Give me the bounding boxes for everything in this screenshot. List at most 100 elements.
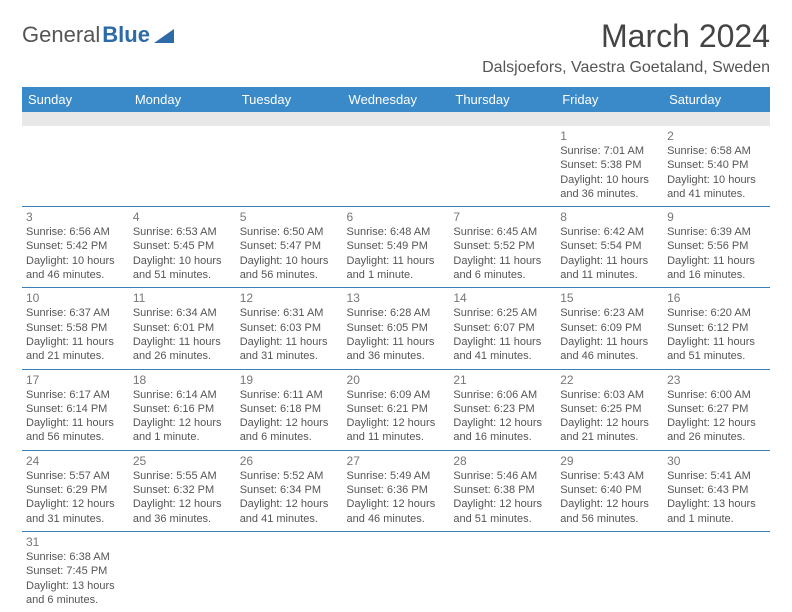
day-number: 14 <box>453 291 552 305</box>
day-info: Sunrise: 6:53 AMSunset: 5:45 PMDaylight:… <box>133 225 232 282</box>
day-number: 10 <box>26 291 125 305</box>
day-info: Sunrise: 6:50 AMSunset: 5:47 PMDaylight:… <box>240 225 339 282</box>
calendar-day: 2Sunrise: 6:58 AMSunset: 5:40 PMDaylight… <box>663 126 770 207</box>
calendar-day: 20Sunrise: 6:09 AMSunset: 6:21 PMDayligh… <box>343 369 450 450</box>
day-info: Sunrise: 5:49 AMSunset: 6:36 PMDaylight:… <box>347 469 446 526</box>
empty-day <box>236 126 343 207</box>
day-number: 4 <box>133 210 232 224</box>
flag-icon <box>154 27 174 43</box>
day-number: 23 <box>667 373 766 387</box>
calendar-day: 13Sunrise: 6:28 AMSunset: 6:05 PMDayligh… <box>343 288 450 369</box>
day-number: 2 <box>667 129 766 143</box>
day-number: 7 <box>453 210 552 224</box>
weekday-header-row: SundayMondayTuesdayWednesdayThursdayFrid… <box>22 87 770 112</box>
calendar-day: 19Sunrise: 6:11 AMSunset: 6:18 PMDayligh… <box>236 369 343 450</box>
header: GeneralBlue March 2024 Dalsjoefors, Vaes… <box>22 18 770 77</box>
calendar-day: 16Sunrise: 6:20 AMSunset: 6:12 PMDayligh… <box>663 288 770 369</box>
empty-day <box>129 126 236 207</box>
calendar-week: 3Sunrise: 6:56 AMSunset: 5:42 PMDaylight… <box>22 207 770 288</box>
day-info: Sunrise: 7:01 AMSunset: 5:38 PMDaylight:… <box>560 144 659 201</box>
day-number: 16 <box>667 291 766 305</box>
day-info: Sunrise: 6:45 AMSunset: 5:52 PMDaylight:… <box>453 225 552 282</box>
day-number: 1 <box>560 129 659 143</box>
day-info: Sunrise: 6:34 AMSunset: 6:01 PMDaylight:… <box>133 306 232 363</box>
day-info: Sunrise: 6:00 AMSunset: 6:27 PMDaylight:… <box>667 388 766 445</box>
logo-text-general: General <box>22 22 100 48</box>
calendar-day: 29Sunrise: 5:43 AMSunset: 6:40 PMDayligh… <box>556 450 663 531</box>
calendar-day: 12Sunrise: 6:31 AMSunset: 6:03 PMDayligh… <box>236 288 343 369</box>
calendar-day: 14Sunrise: 6:25 AMSunset: 6:07 PMDayligh… <box>449 288 556 369</box>
calendar-day: 31Sunrise: 6:38 AMSunset: 7:45 PMDayligh… <box>22 531 129 612</box>
calendar-day: 15Sunrise: 6:23 AMSunset: 6:09 PMDayligh… <box>556 288 663 369</box>
day-info: Sunrise: 6:31 AMSunset: 6:03 PMDaylight:… <box>240 306 339 363</box>
calendar-day: 24Sunrise: 5:57 AMSunset: 6:29 PMDayligh… <box>22 450 129 531</box>
weekday-header: Sunday <box>22 87 129 112</box>
calendar-day: 22Sunrise: 6:03 AMSunset: 6:25 PMDayligh… <box>556 369 663 450</box>
empty-day <box>663 531 770 612</box>
day-number: 13 <box>347 291 446 305</box>
day-number: 8 <box>560 210 659 224</box>
location: Dalsjoefors, Vaestra Goetaland, Sweden <box>482 59 770 77</box>
day-number: 27 <box>347 454 446 468</box>
empty-day <box>449 531 556 612</box>
weekday-header: Friday <box>556 87 663 112</box>
calendar-day: 7Sunrise: 6:45 AMSunset: 5:52 PMDaylight… <box>449 207 556 288</box>
day-number: 5 <box>240 210 339 224</box>
empty-day <box>236 531 343 612</box>
calendar-week: 24Sunrise: 5:57 AMSunset: 6:29 PMDayligh… <box>22 450 770 531</box>
day-info: Sunrise: 6:23 AMSunset: 6:09 PMDaylight:… <box>560 306 659 363</box>
day-number: 19 <box>240 373 339 387</box>
day-info: Sunrise: 6:03 AMSunset: 6:25 PMDaylight:… <box>560 388 659 445</box>
logo: GeneralBlue <box>22 22 174 48</box>
day-info: Sunrise: 6:20 AMSunset: 6:12 PMDaylight:… <box>667 306 766 363</box>
calendar-day: 25Sunrise: 5:55 AMSunset: 6:32 PMDayligh… <box>129 450 236 531</box>
calendar-day: 9Sunrise: 6:39 AMSunset: 5:56 PMDaylight… <box>663 207 770 288</box>
calendar-day: 5Sunrise: 6:50 AMSunset: 5:47 PMDaylight… <box>236 207 343 288</box>
day-info: Sunrise: 6:39 AMSunset: 5:56 PMDaylight:… <box>667 225 766 282</box>
day-number: 12 <box>240 291 339 305</box>
day-number: 15 <box>560 291 659 305</box>
calendar-day: 17Sunrise: 6:17 AMSunset: 6:14 PMDayligh… <box>22 369 129 450</box>
calendar-week: 1Sunrise: 7:01 AMSunset: 5:38 PMDaylight… <box>22 126 770 207</box>
day-number: 25 <box>133 454 232 468</box>
weekday-header: Monday <box>129 87 236 112</box>
weekday-header: Wednesday <box>343 87 450 112</box>
calendar-week: 10Sunrise: 6:37 AMSunset: 5:58 PMDayligh… <box>22 288 770 369</box>
day-number: 26 <box>240 454 339 468</box>
calendar-day: 18Sunrise: 6:14 AMSunset: 6:16 PMDayligh… <box>129 369 236 450</box>
day-number: 6 <box>347 210 446 224</box>
day-number: 24 <box>26 454 125 468</box>
day-info: Sunrise: 6:11 AMSunset: 6:18 PMDaylight:… <box>240 388 339 445</box>
calendar-day: 26Sunrise: 5:52 AMSunset: 6:34 PMDayligh… <box>236 450 343 531</box>
calendar-day: 10Sunrise: 6:37 AMSunset: 5:58 PMDayligh… <box>22 288 129 369</box>
day-number: 28 <box>453 454 552 468</box>
empty-day <box>343 126 450 207</box>
day-info: Sunrise: 6:09 AMSunset: 6:21 PMDaylight:… <box>347 388 446 445</box>
empty-day <box>343 531 450 612</box>
calendar-day: 27Sunrise: 5:49 AMSunset: 6:36 PMDayligh… <box>343 450 450 531</box>
day-info: Sunrise: 5:41 AMSunset: 6:43 PMDaylight:… <box>667 469 766 526</box>
day-number: 9 <box>667 210 766 224</box>
calendar-day: 11Sunrise: 6:34 AMSunset: 6:01 PMDayligh… <box>129 288 236 369</box>
spacer-row <box>22 112 770 126</box>
empty-day <box>556 531 663 612</box>
calendar-day: 3Sunrise: 6:56 AMSunset: 5:42 PMDaylight… <box>22 207 129 288</box>
day-number: 29 <box>560 454 659 468</box>
day-info: Sunrise: 5:43 AMSunset: 6:40 PMDaylight:… <box>560 469 659 526</box>
day-info: Sunrise: 6:28 AMSunset: 6:05 PMDaylight:… <box>347 306 446 363</box>
day-number: 11 <box>133 291 232 305</box>
weekday-header: Thursday <box>449 87 556 112</box>
day-number: 22 <box>560 373 659 387</box>
day-number: 31 <box>26 535 125 549</box>
calendar-day: 1Sunrise: 7:01 AMSunset: 5:38 PMDaylight… <box>556 126 663 207</box>
weekday-header: Saturday <box>663 87 770 112</box>
day-number: 21 <box>453 373 552 387</box>
logo-text-blue: Blue <box>102 22 150 48</box>
calendar-day: 6Sunrise: 6:48 AMSunset: 5:49 PMDaylight… <box>343 207 450 288</box>
day-info: Sunrise: 6:58 AMSunset: 5:40 PMDaylight:… <box>667 144 766 201</box>
empty-day <box>449 126 556 207</box>
calendar-week: 31Sunrise: 6:38 AMSunset: 7:45 PMDayligh… <box>22 531 770 612</box>
title-block: March 2024 Dalsjoefors, Vaestra Goetalan… <box>482 18 770 77</box>
day-number: 18 <box>133 373 232 387</box>
empty-day <box>129 531 236 612</box>
